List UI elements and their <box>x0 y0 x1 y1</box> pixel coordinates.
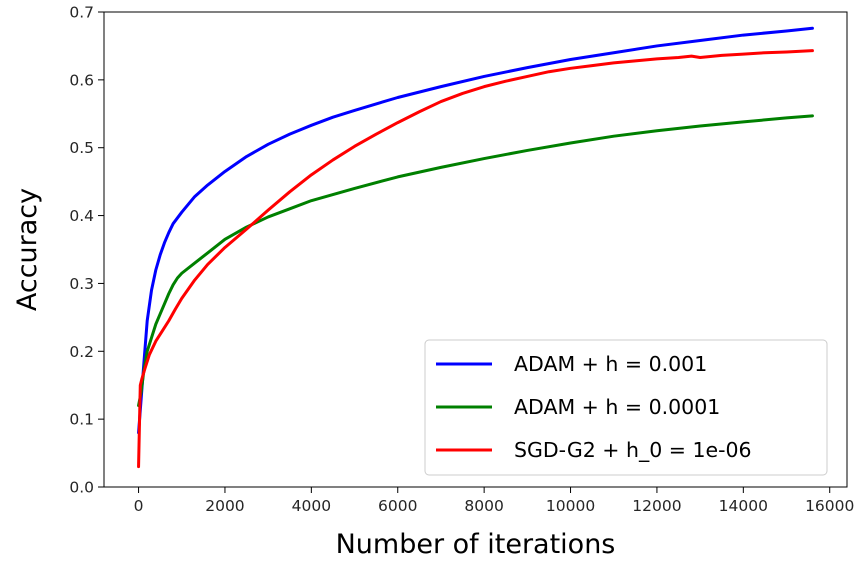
y-tick-label: 0.4 <box>69 207 94 225</box>
x-tick-label: 2000 <box>205 497 244 515</box>
y-tick-label: 0.2 <box>69 343 94 361</box>
x-tick-label: 12000 <box>632 497 681 515</box>
series-line-1 <box>137 114 814 408</box>
series-line-0 <box>137 26 814 435</box>
y-tick-label: 0.0 <box>69 479 94 497</box>
legend-label-sgd-g2: SGD-G2 + h_0 = 1e-06 <box>514 438 752 463</box>
y-axis: 0.0 0.1 0.2 0.3 0.4 0.5 0.6 0.7 <box>69 4 104 497</box>
x-axis: 0 2000 4000 6000 8000 10000 12000 14000 16000 <box>134 487 854 515</box>
legend-label-adam-0.0001: ADAM + h = 0.0001 <box>514 395 720 419</box>
legend-box <box>424 339 828 476</box>
x-axis-label: Number of iterations <box>336 529 616 560</box>
series-lines <box>137 26 814 469</box>
plot-area-frame <box>103 11 848 488</box>
y-axis-label: Accuracy <box>12 188 43 311</box>
x-tick-label: 16000 <box>805 497 854 515</box>
series-line-2 <box>137 49 814 469</box>
y-tick-label: 0.6 <box>69 71 94 89</box>
y-tick-label: 0.7 <box>69 4 94 22</box>
legend-label-adam-0.001: ADAM + h = 0.001 <box>514 352 707 376</box>
x-tick-label: 8000 <box>464 497 503 515</box>
x-tick-label: 0 <box>134 497 144 515</box>
x-tick-label: 6000 <box>378 497 417 515</box>
x-tick-label: 10000 <box>546 497 595 515</box>
x-tick-label: 14000 <box>719 497 768 515</box>
legend: ADAM + h = 0.001 ADAM + h = 0.0001 SGD-G… <box>424 339 828 476</box>
y-tick-label: 0.1 <box>69 411 94 429</box>
x-tick-label: 4000 <box>292 497 331 515</box>
y-tick-label: 0.5 <box>69 139 94 157</box>
y-tick-label: 0.3 <box>69 275 94 293</box>
